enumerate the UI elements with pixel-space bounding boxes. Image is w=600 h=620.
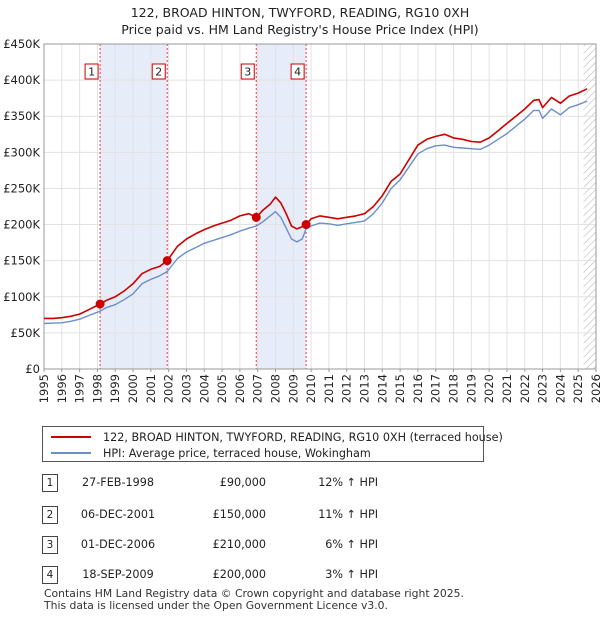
x-tick-label: 2001 — [144, 374, 158, 403]
footer: Contains HM Land Registry data © Crown c… — [44, 588, 464, 612]
x-tick-label: 2026 — [589, 374, 600, 403]
x-tick-label: 1999 — [108, 374, 122, 403]
x-tick-label: 2024 — [553, 374, 567, 403]
legend-label-property: 122, BROAD HINTON, TWYFORD, READING, RG1… — [103, 430, 503, 444]
x-tick-label: 2014 — [375, 374, 389, 403]
chart-subtitle: Price paid vs. HM Land Registry's House … — [121, 22, 479, 37]
legend-item-property: 122, BROAD HINTON, TWYFORD, READING, RG1… — [51, 429, 503, 445]
x-tick-label: 2008 — [268, 374, 282, 403]
chart-title: 122, BROAD HINTON, TWYFORD, READING, RG1… — [130, 5, 470, 20]
sale-date: 18-SEP-2009 — [82, 568, 154, 581]
sale-number-badge: 3 — [42, 536, 58, 554]
event-box-label: 2 — [155, 66, 162, 79]
y-tick-label: £150K — [3, 254, 40, 268]
x-tick-label: 2012 — [340, 374, 354, 403]
sale-number-badge: 2 — [42, 506, 58, 524]
sale-price: £90,000 — [219, 476, 266, 489]
x-tick-label: 2005 — [215, 374, 229, 403]
shaded-range-2 — [256, 44, 307, 369]
legend-swatch-hpi — [51, 452, 91, 454]
x-tick-label: 2006 — [233, 374, 247, 403]
x-tick-label: 2022 — [518, 374, 532, 403]
x-tick-label: 2013 — [358, 374, 372, 403]
sale-marker-2 — [162, 256, 172, 266]
sale-marker-4 — [301, 220, 311, 230]
y-tick-label: £400K — [3, 73, 40, 87]
shaded-range-1 — [100, 44, 168, 369]
sale-number-badge: 1 — [42, 474, 58, 492]
sale-price: £150,000 — [212, 508, 266, 521]
y-tick-label: £100K — [3, 290, 40, 304]
x-tick-label: 1996 — [55, 374, 69, 403]
event-box-label: 4 — [294, 66, 301, 79]
legend: 122, BROAD HINTON, TWYFORD, READING, RG1… — [42, 426, 503, 462]
table-row: 3 01-DEC-2006 £210,000 6% ↑ HPI — [0, 536, 600, 554]
x-tick-label: 2020 — [482, 374, 496, 403]
x-tick-label: 2007 — [251, 374, 265, 403]
event-box-1 — [84, 63, 99, 80]
y-tick-label: £250K — [3, 181, 40, 195]
sale-hpi-change: 3% ↑ HPI — [325, 568, 378, 581]
x-tick-label: 2003 — [179, 374, 193, 403]
table-row: 1 27-FEB-1998 £90,000 12% ↑ HPI — [0, 474, 600, 492]
x-tick-label: 1997 — [73, 374, 87, 403]
event-box-4 — [290, 63, 305, 80]
table-row: 2 06-DEC-2001 £150,000 11% ↑ HPI — [0, 506, 600, 524]
y-tick-label: £50K — [11, 326, 41, 340]
sale-number-badge: 4 — [42, 566, 58, 584]
y-tick-label: £0 — [25, 362, 40, 376]
y-tick-label: £450K — [3, 37, 40, 51]
y-tick-label: £200K — [3, 218, 40, 232]
sale-date: 06-DEC-2001 — [80, 508, 156, 521]
chart-title-block: 122, BROAD HINTON, TWYFORD, READING, RG1… — [0, 4, 600, 38]
event-box-label: 1 — [88, 66, 95, 79]
footer-copyright: Contains HM Land Registry data © Crown c… — [44, 587, 464, 600]
x-tick-label: 2015 — [393, 374, 407, 403]
sale-marker-1 — [95, 299, 105, 309]
sale-hpi-change: 11% ↑ HPI — [318, 508, 378, 521]
x-tick-label: 2021 — [500, 374, 514, 403]
sale-date: 27-FEB-1998 — [82, 476, 154, 489]
plot-frame — [43, 43, 597, 370]
x-tick-label: 2004 — [197, 374, 211, 403]
legend-label-hpi: HPI: Average price, terraced house, Woki… — [103, 446, 371, 460]
sale-date: 01-DEC-2006 — [80, 538, 156, 551]
legend-item-hpi: HPI: Average price, terraced house, Woki… — [51, 445, 371, 461]
x-tick-label: 1995 — [37, 374, 51, 403]
sale-price: £210,000 — [212, 538, 266, 551]
y-tick-label: £300K — [3, 145, 40, 159]
table-row: 4 18-SEP-2009 £200,000 3% ↑ HPI — [0, 566, 600, 584]
sale-hpi-change: 6% ↑ HPI — [325, 538, 378, 551]
event-box-label: 3 — [244, 66, 251, 79]
footer-licence: This data is licensed under the Open Gov… — [44, 599, 388, 612]
sale-hpi-change: 12% ↑ HPI — [318, 476, 378, 489]
x-tick-label: 2011 — [322, 374, 336, 403]
event-box-3 — [240, 63, 255, 80]
y-tick-label: £350K — [3, 109, 40, 123]
x-tick-label: 2018 — [447, 374, 461, 403]
x-tick-label: 1998 — [90, 374, 104, 403]
legend-swatch-property — [51, 436, 91, 438]
x-tick-label: 2019 — [464, 374, 478, 403]
x-tick-label: 2023 — [536, 374, 550, 403]
sale-price: £200,000 — [212, 568, 266, 581]
x-tick-label: 2000 — [126, 374, 140, 403]
x-tick-label: 2002 — [162, 374, 176, 403]
x-tick-label: 2025 — [571, 374, 585, 403]
price-chart: £0 £50K £100K £150K £200K £250K £300K £350K £400… — [3, 37, 600, 403]
forecast-hatch — [583, 44, 596, 369]
sale-marker-3 — [251, 212, 261, 222]
x-tick-label: 2009 — [286, 374, 300, 403]
x-tick-label: 2016 — [411, 374, 425, 403]
x-tick-label: 2010 — [304, 374, 318, 403]
event-box-2 — [151, 63, 166, 80]
x-tick-label: 2017 — [429, 374, 443, 403]
